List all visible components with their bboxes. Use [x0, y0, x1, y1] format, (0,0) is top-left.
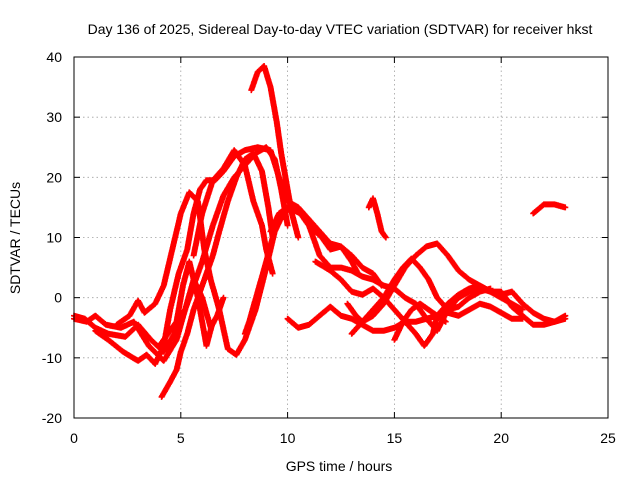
- y-tick-label: 40: [46, 49, 62, 65]
- x-tick-label: 5: [177, 430, 185, 446]
- plot-points: [71, 63, 569, 400]
- series-arc-10: [284, 300, 526, 334]
- chart-title: Day 136 of 2025, Sidereal Day-to-day VTE…: [88, 21, 593, 37]
- y-tick-label: -10: [42, 350, 62, 366]
- y-axis-label: SDTVAR / TECUs: [7, 182, 23, 294]
- data-point-markers: [113, 189, 569, 358]
- series-arc-5: [156, 144, 291, 349]
- x-tick-label: 0: [70, 430, 78, 446]
- y-tick-label: 30: [46, 109, 62, 125]
- data-point-markers: [248, 63, 302, 241]
- tick-marks: [73, 56, 609, 419]
- data-point-markers: [365, 195, 389, 241]
- data-point-markers: [530, 201, 569, 217]
- y-tick-label: 0: [54, 290, 62, 306]
- grid-lines: [74, 57, 608, 418]
- x-tick-label: 10: [280, 430, 296, 446]
- data-point-markers: [156, 144, 291, 349]
- series-arc-13: [348, 255, 494, 337]
- series-arc-16: [530, 201, 569, 217]
- series-arc-8: [248, 63, 302, 241]
- x-tick-label: 20: [493, 430, 509, 446]
- x-tick-labels: 0 5 10 15 20 25: [70, 430, 616, 446]
- data-point-markers: [391, 300, 449, 343]
- x-tick-label: 25: [600, 430, 616, 446]
- series-arc-9: [267, 204, 385, 289]
- x-axis-label: GPS time / hours: [286, 458, 393, 474]
- data-point-markers: [267, 204, 385, 289]
- data-point-markers: [190, 147, 276, 277]
- x-tick-label: 15: [387, 430, 403, 446]
- series-arc-14: [365, 195, 389, 241]
- data-point-markers: [284, 300, 526, 334]
- y-tick-labels: -20 -10 0 10 20 30 40: [42, 49, 62, 426]
- data-point-markers: [348, 255, 494, 337]
- y-tick-label: 20: [46, 169, 62, 185]
- y-tick-label: 10: [46, 230, 62, 246]
- y-tick-label: -20: [42, 410, 62, 426]
- series-arc-4: [113, 189, 569, 358]
- series-arc-7: [190, 147, 276, 277]
- series-arc-15: [391, 300, 449, 343]
